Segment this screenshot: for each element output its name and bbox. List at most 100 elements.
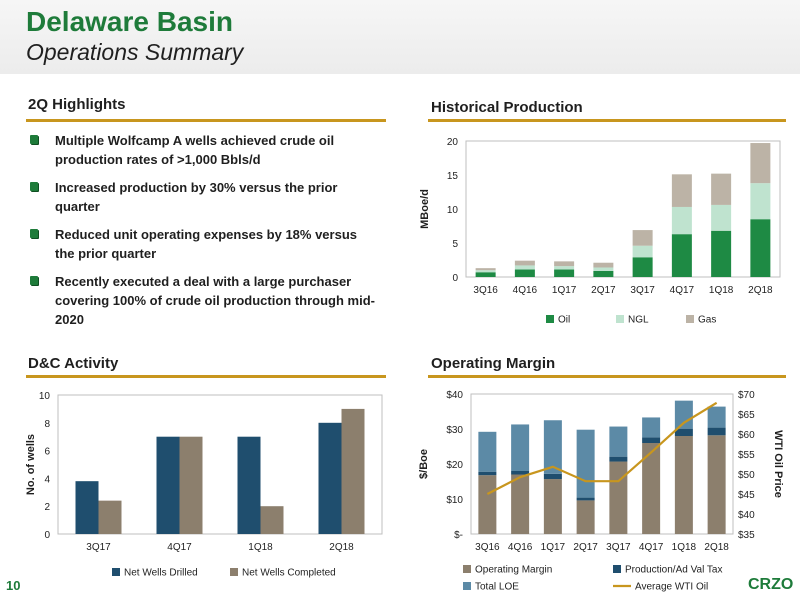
bar-net-wells-drilled xyxy=(156,436,180,534)
x-tick-label: 2Q18 xyxy=(748,285,773,296)
y2-tick-label: $50 xyxy=(738,470,755,481)
x-tick-label: 3Q17 xyxy=(86,542,111,553)
x-tick-label: 4Q16 xyxy=(508,542,533,553)
bar-gas xyxy=(671,174,692,207)
bar-production-ad-val-tax xyxy=(609,456,628,462)
bullet-square-icon xyxy=(30,135,38,144)
bar-gas xyxy=(593,262,614,268)
x-tick-label: 2Q18 xyxy=(329,542,354,553)
bullet-square-icon xyxy=(30,182,38,191)
legend-swatch xyxy=(230,568,238,576)
bar-gas xyxy=(632,230,653,246)
plot-area xyxy=(57,394,383,535)
y-tick-label: 6 xyxy=(44,447,50,458)
y-tick-label: 10 xyxy=(39,391,51,402)
bar-gas xyxy=(711,173,732,205)
bar-ngl xyxy=(475,270,496,273)
bar-oil xyxy=(750,219,771,277)
highlight-item: Multiple Wolfcamp A wells achieved crude… xyxy=(28,131,378,169)
legend-swatch xyxy=(463,582,471,590)
bar-production-ad-val-tax xyxy=(707,427,726,436)
highlights-rule xyxy=(26,119,386,122)
bar-gas xyxy=(475,268,496,271)
legend-swatch xyxy=(613,565,621,573)
legend-label: Net Wells Completed xyxy=(242,568,336,579)
x-tick-label: 1Q18 xyxy=(709,285,734,296)
bar-ngl xyxy=(593,267,614,271)
line-average-wti-oil xyxy=(486,401,718,495)
y-tick-label: 0 xyxy=(452,273,458,284)
bar-oil xyxy=(554,269,575,277)
legend-label: Total LOE xyxy=(475,582,519,593)
bar-oil xyxy=(711,230,732,277)
bar-total-loe xyxy=(674,400,693,429)
bar-total-loe xyxy=(707,406,726,428)
highlight-text: Multiple Wolfcamp A wells achieved crude… xyxy=(55,133,335,167)
bar-production-ad-val-tax xyxy=(674,428,693,436)
bullet-square-icon xyxy=(30,229,38,238)
production-chart: 0 5 10 15 20 MBoe/d 3Q16 4Q16 1Q17 2Q17 3Q17 4Q17 1Q… xyxy=(419,137,781,326)
bar-net-wells-completed xyxy=(179,436,203,534)
production-rule xyxy=(428,119,786,122)
legend-label: NGL xyxy=(628,315,649,326)
x-tick-label: 3Q17 xyxy=(630,285,655,296)
legend-swatch xyxy=(616,315,624,323)
y-tick-label: $10 xyxy=(446,495,463,506)
bar-oil xyxy=(475,272,496,277)
y-tick-label: 2 xyxy=(44,502,50,513)
bar-gas xyxy=(514,260,535,266)
y-tick-label: $- xyxy=(454,530,463,541)
bar-total-loe xyxy=(642,417,661,438)
legend-label: Net Wells Drilled xyxy=(124,568,198,579)
x-tick-label: 1Q18 xyxy=(248,542,273,553)
bar-ngl xyxy=(514,265,535,270)
bar-operating-margin xyxy=(609,461,628,534)
legend-swatch xyxy=(686,315,694,323)
bar-net-wells-drilled xyxy=(318,422,342,534)
bar-operating-margin xyxy=(674,436,693,534)
y-tick-label: $20 xyxy=(446,460,463,471)
legend-label: Operating Margin xyxy=(475,565,552,576)
bar-gas xyxy=(554,261,575,267)
y-tick-label: 4 xyxy=(44,474,50,485)
legend-label: Average WTI Oil xyxy=(635,582,708,593)
x-tick-label: 2Q18 xyxy=(704,542,729,553)
x-tick-label: 3Q17 xyxy=(606,542,631,553)
bar-operating-margin xyxy=(511,474,530,534)
legend-swatch xyxy=(463,565,471,573)
y-tick-label: 20 xyxy=(447,137,459,148)
y2-tick-label: $70 xyxy=(738,390,755,401)
bar-net-wells-completed xyxy=(341,408,365,534)
y2-tick-label: $55 xyxy=(738,450,755,461)
y-tick-label: $40 xyxy=(446,390,463,401)
bar-total-loe xyxy=(609,426,628,457)
bar-net-wells-completed xyxy=(98,500,122,534)
x-tick-label: 4Q16 xyxy=(513,285,538,296)
x-tick-label: 2Q17 xyxy=(573,542,598,553)
plot-area xyxy=(470,393,734,535)
highlight-text: Increased production by 30% versus the p… xyxy=(55,180,338,214)
bar-net-wells-drilled xyxy=(75,481,99,534)
bar-oil xyxy=(514,269,535,277)
bar-total-loe xyxy=(511,424,530,471)
bar-gas xyxy=(750,143,771,184)
bar-operating-margin xyxy=(707,435,726,534)
x-tick-label: 4Q17 xyxy=(639,542,664,553)
legend-swatch xyxy=(546,315,554,323)
company-logo: CRZO xyxy=(748,576,794,593)
y-axis-label: $/Boe xyxy=(418,449,430,479)
highlight-item: Reduced unit operating expenses by 18% v… xyxy=(28,225,378,263)
y2-tick-label: $65 xyxy=(738,410,755,421)
y2-tick-label: $35 xyxy=(738,530,755,541)
highlight-item: Recently executed a deal with a large pu… xyxy=(28,272,378,329)
page-number: 10 xyxy=(6,578,21,593)
bar-ngl xyxy=(671,206,692,235)
dc-activity-title: D&C Activity xyxy=(28,355,119,372)
bar-ngl xyxy=(711,204,732,231)
bar-total-loe xyxy=(478,431,497,472)
bar-ngl xyxy=(632,245,653,258)
bullet-square-icon xyxy=(30,276,38,285)
margin-chart: $- $10 $20 $30 $40 $35 $40 $45 $50 $55 $60 $65 $70 $/… xyxy=(418,390,784,593)
y-tick-label: 8 xyxy=(44,419,50,430)
bar-production-ad-val-tax xyxy=(511,471,530,475)
